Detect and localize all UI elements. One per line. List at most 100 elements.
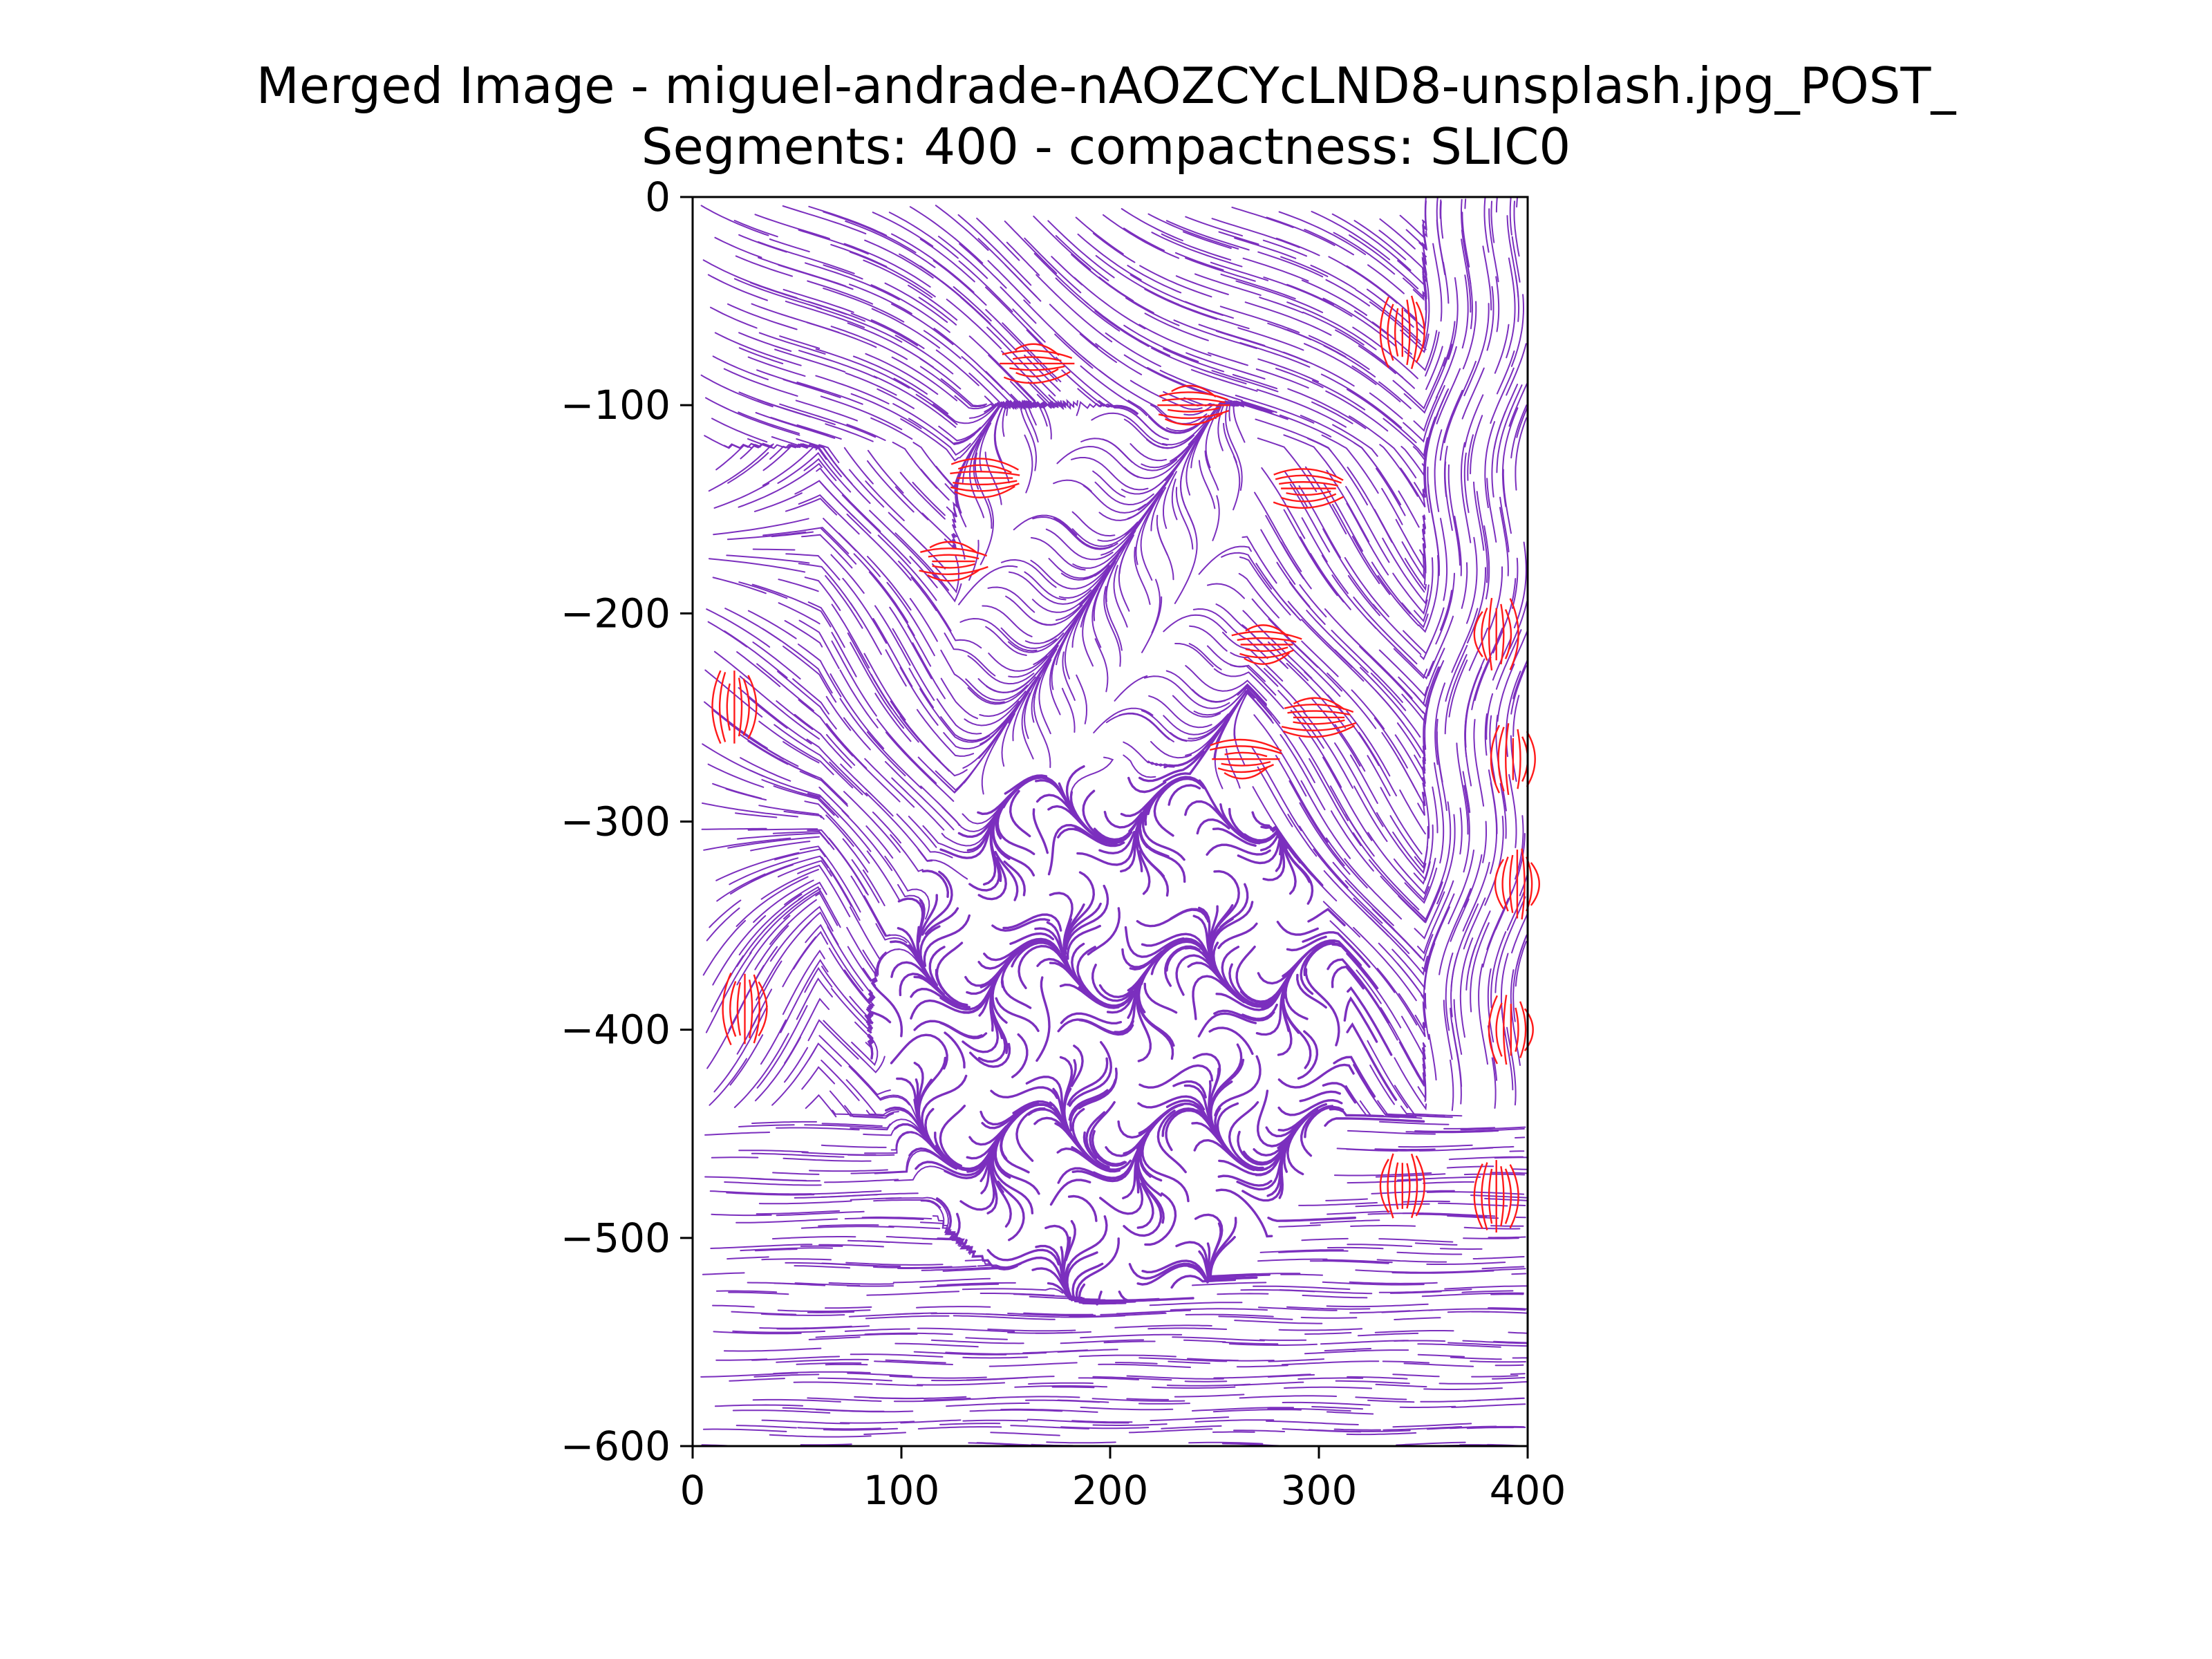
streamline-419 [1223,422,1237,463]
streamline-682 [1489,566,1503,630]
streamline-76 [805,262,900,301]
streamline-340 [1076,400,1139,416]
streamline-1388 [1172,1080,1207,1099]
streamline-847 [1150,740,1192,759]
streamline-1113 [1463,854,1483,908]
streamline-1578 [1403,1200,1450,1203]
highlight-stroke [920,547,988,557]
streamline-1504 [1346,1148,1398,1152]
streamline-508 [801,534,853,569]
streamline-1620 [710,1244,813,1249]
streamline-702 [1105,562,1123,651]
streamline-978 [842,838,869,873]
streamline-1816 [1114,1362,1158,1365]
highlight-stroke [927,569,981,582]
streamline-1735 [916,1306,991,1309]
streamline-377 [1102,438,1178,471]
streamline-986 [1009,789,1031,838]
highlight-stroke [1505,723,1510,796]
chart-title-block: Merged Image - miguel-andrade-nAOZCYcLND… [0,55,2212,177]
streamline-1436 [1450,1059,1454,1112]
streamline-198 [1123,324,1199,363]
streamline-1689 [1481,1266,1525,1270]
streamline-178 [1482,245,1492,311]
streamline-1079 [1515,815,1524,880]
streamline-441 [912,481,946,516]
highlight-stroke [1161,397,1226,404]
streamline-579 [778,579,819,592]
streamline-359 [1508,383,1528,427]
streamline-1904 [1496,1397,1525,1400]
streamline-260 [893,377,949,415]
streamline-105 [1461,212,1470,268]
streamline-962 [1299,802,1351,875]
streamline-1577 [1371,1190,1455,1194]
streamline-1229 [831,988,872,1034]
streamline-439 [865,480,905,521]
streamline-844 [1061,688,1076,733]
streamline-1859 [1283,1386,1373,1389]
streamline-1374 [845,1079,877,1116]
streamline-757 [738,687,812,744]
streamline-1245 [1175,954,1228,996]
streamline-1779 [1103,1340,1156,1344]
streamline-152 [891,303,954,346]
streamline-889 [1275,755,1329,843]
streamline-871 [864,758,915,808]
streamline-1291 [1414,993,1427,1032]
streamline-1928 [1233,1430,1286,1432]
highlight-stroke [1394,1162,1399,1210]
streamline-395 [1516,406,1528,438]
streamline-787 [1412,666,1439,708]
streamline-1823 [1281,1360,1380,1366]
streamline-1591 [861,1216,932,1220]
highlight-stroke [950,458,1019,471]
streamline-1110 [1398,879,1443,924]
streamline-276 [1255,368,1309,389]
streamline-113 [823,288,905,323]
streamline-1638 [1075,1237,1120,1304]
streamline-845 [1093,707,1154,733]
highlight-region-1 [1157,384,1230,426]
streamline-91 [1139,265,1212,298]
streamline-761 [825,695,852,731]
streamline-1293 [1470,922,1490,1013]
streamline-1471 [1414,1130,1494,1132]
streamline-1665 [942,1267,1013,1272]
streamline-1633 [997,1180,1025,1241]
streamline-1688 [1472,1256,1525,1259]
streamline-1432 [1359,1100,1423,1119]
streamline-529 [1280,541,1312,590]
highlight-stroke [1509,598,1519,671]
streamline-566 [1309,553,1351,610]
streamline-1059 [1047,823,1105,876]
streamline-1866 [1438,1381,1528,1385]
streamline-11 [957,214,1032,286]
streamline-1238 [1018,944,1067,989]
highlight-stroke [1406,1163,1411,1209]
streamline-573 [1447,464,1461,566]
streamline-624 [982,605,1033,637]
streamline-209 [1371,321,1412,355]
streamline-1118 [753,879,814,924]
streamline-868 [799,771,849,807]
streamline-1252 [1347,986,1393,1056]
streamline-56 [1161,233,1232,261]
streamline-758 [747,695,788,729]
streamline-1281 [1192,975,1246,1020]
highlight-stroke [1237,637,1297,643]
streamline-1123 [875,923,908,944]
streamline-333 [908,418,971,456]
streamline-1817 [1138,1357,1228,1362]
streamline-735 [1056,576,1105,666]
streamline-1846 [980,1377,1029,1381]
streamline-383 [1232,400,1277,443]
streamline-449 [1094,481,1154,506]
streamline-1299 [780,959,829,1033]
streamline-38 [757,241,855,274]
streamline-1351 [1136,973,1152,1062]
streamline-1154 [749,888,821,955]
streamline-644 [1440,518,1448,601]
streamline-159 [1049,303,1098,348]
streamline-330 [846,424,886,441]
